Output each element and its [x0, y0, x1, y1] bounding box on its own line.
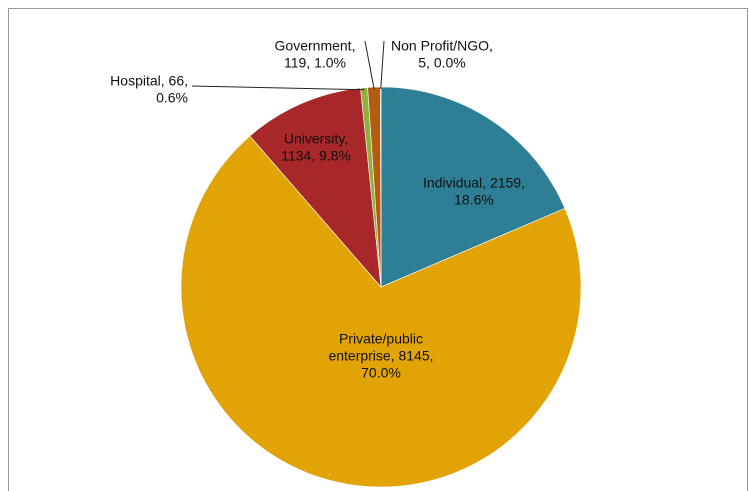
leader-line	[364, 40, 375, 90]
data-label: enterprise, 8145,	[328, 348, 433, 364]
pie-slice	[380, 86, 566, 288]
data-label: 1134, 9.8%	[281, 148, 351, 164]
data-label: 119, 1.0%	[284, 55, 346, 71]
data-label: Government,	[275, 38, 356, 54]
data-label: Non Profit/NGO,	[391, 38, 493, 54]
data-label: 70.0%	[361, 365, 401, 381]
data-label: 0.6%	[156, 90, 188, 106]
leader-line	[380, 40, 385, 90]
pie-slice	[249, 87, 382, 288]
data-label: Individual, 2159,	[423, 175, 525, 191]
leader-line	[191, 85, 365, 91]
data-label: 18.6%	[454, 192, 494, 208]
data-label: Private/public	[339, 331, 423, 347]
chart-frame	[8, 8, 748, 491]
pie-slice	[180, 135, 582, 488]
data-label: University,	[284, 131, 348, 147]
data-label: Hospital, 66,	[110, 73, 188, 89]
data-label: 5, 0.0%	[418, 55, 465, 71]
